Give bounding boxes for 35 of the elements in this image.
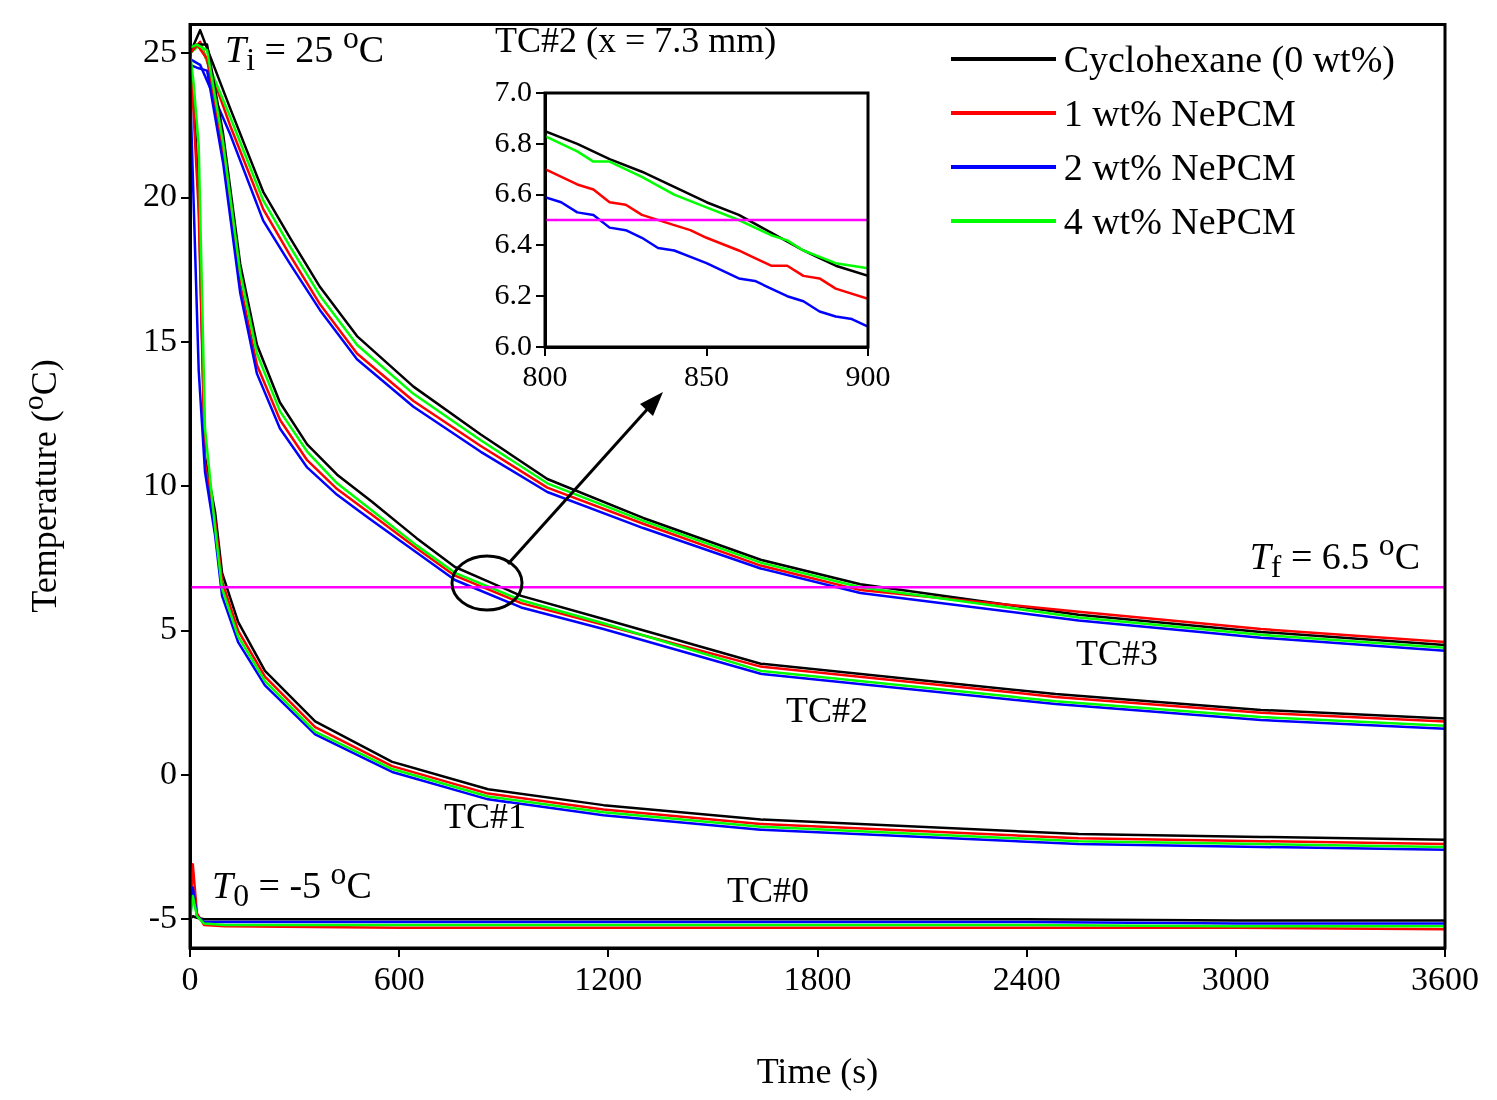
annotation: TC#1 — [444, 796, 527, 836]
y-tick-label: 0 — [160, 753, 177, 791]
y-tick-label: 20 — [143, 176, 177, 214]
y-tick-label: -5 — [148, 898, 177, 936]
x-tick-label: 3000 — [1201, 960, 1270, 998]
legend-label: 4 wt% NePCM — [1063, 199, 1296, 244]
y-tick-label: 6.6 — [494, 175, 532, 209]
legend-label: 2 wt% NePCM — [1063, 145, 1296, 190]
y-tick-label: 5 — [160, 609, 177, 647]
annotation: TC#0 — [727, 870, 810, 910]
y-tick-label: 25 — [143, 32, 177, 70]
legend-label: 1 wt% NePCM — [1063, 91, 1296, 136]
y-tick-label: 10 — [143, 465, 177, 503]
x-tick-label: 2400 — [992, 960, 1061, 998]
annotation: T$_{0}$ = -5 $^{o}$C — [212, 856, 372, 914]
y-tick-label: 6.0 — [494, 327, 532, 361]
y-tick-label: 7.0 — [494, 73, 532, 107]
y-tick-label: 6.2 — [494, 277, 532, 311]
y-tick-label: 6.8 — [494, 124, 532, 158]
x-tick-label: 1200 — [574, 960, 643, 998]
y-tick-label: 15 — [143, 320, 177, 358]
x-tick-label: 800 — [522, 358, 568, 392]
x-tick-label: 3600 — [1411, 960, 1479, 998]
ref-line-label: T$_{f}$ = 6.5 $^{o}$C — [1249, 527, 1420, 585]
x-tick-label: 1800 — [783, 960, 852, 998]
legend-label: Cyclohexane (0 wt%) — [1063, 37, 1395, 82]
x-axis-title: Time (s) — [756, 1051, 879, 1091]
annotation: T$_{i}$ = 25 $^{o}$C — [225, 20, 385, 78]
x-tick-label: 900 — [845, 358, 891, 392]
annotation: TC#2 — [786, 690, 869, 730]
x-tick-label: 850 — [684, 358, 729, 392]
x-tick-label: 600 — [373, 960, 425, 998]
annotation: TC#3 — [1076, 633, 1159, 673]
y-tick-label: 6.4 — [494, 226, 532, 260]
chart-title: TC#2 (x = 7.3 mm) — [495, 20, 777, 60]
